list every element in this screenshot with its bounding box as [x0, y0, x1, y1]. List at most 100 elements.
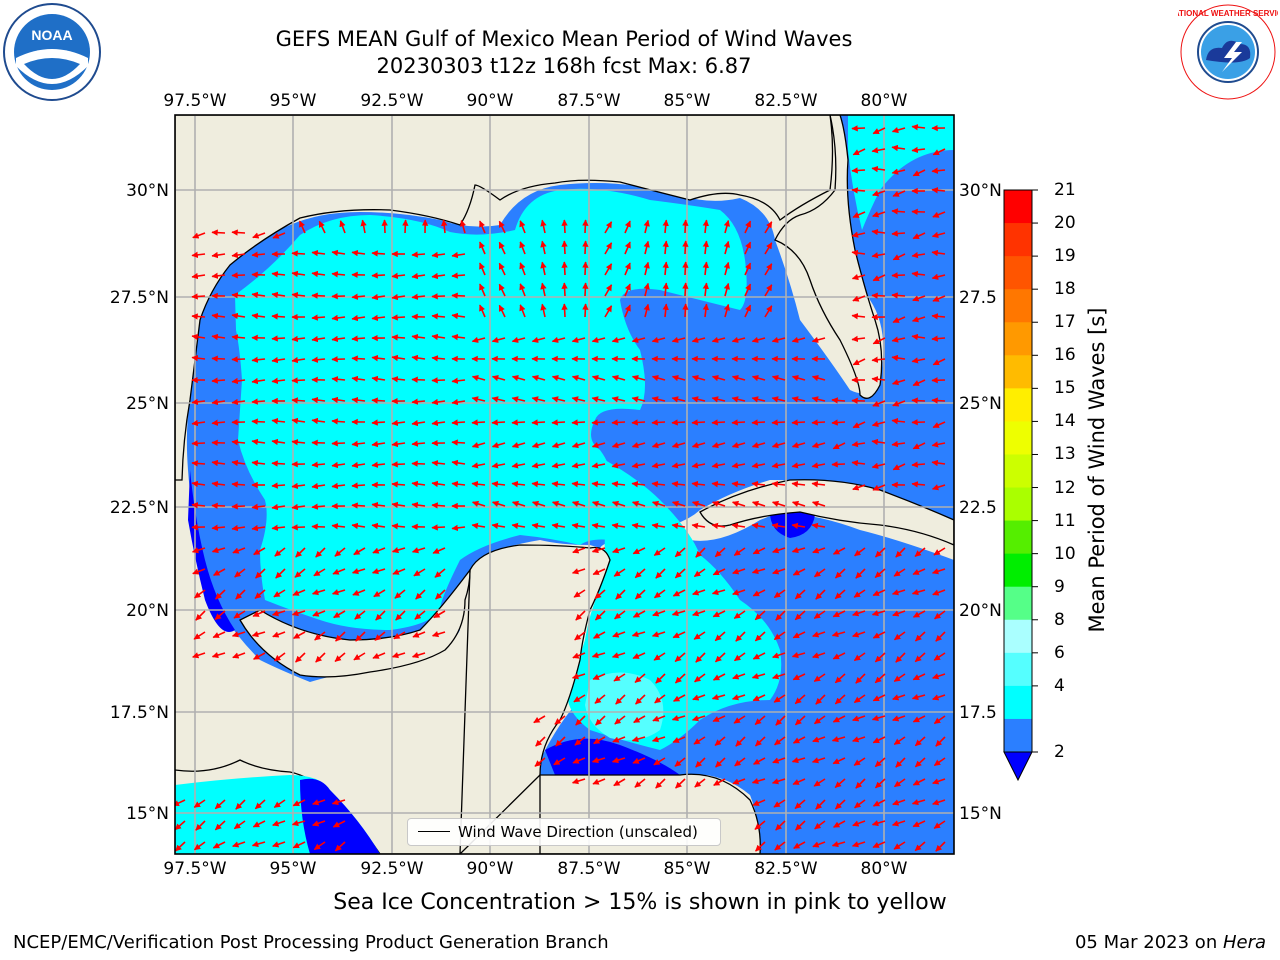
wind-wave-arrow: [651, 396, 666, 403]
wind-wave-arrow: [231, 356, 246, 363]
wind-wave-arrow: [771, 480, 786, 488]
wind-wave-arrow: [571, 500, 586, 507]
wind-wave-arrow: [654, 694, 666, 704]
wind-wave-arrow: [531, 522, 546, 530]
wind-wave-arrow: [773, 694, 786, 703]
wind-wave-arrow: [851, 187, 866, 194]
wind-wave-arrow: [852, 715, 866, 722]
wind-wave-arrow: [479, 262, 486, 276]
wind-wave-arrow: [612, 631, 626, 638]
wind-wave-arrow: [274, 652, 286, 662]
wind-wave-arrow: [251, 418, 266, 425]
wind-wave-arrow: [511, 500, 526, 507]
wind-wave-arrow: [431, 460, 446, 467]
wind-wave-arrow: [431, 333, 446, 341]
wind-wave-arrow: [751, 396, 766, 403]
wind-wave-arrow: [451, 480, 466, 488]
wind-wave-arrow: [632, 652, 646, 660]
wind-wave-arrow: [391, 334, 406, 341]
wind-wave-arrow: [231, 251, 246, 259]
wind-wave-arrow: [531, 462, 546, 469]
wind-wave-arrow: [312, 820, 326, 827]
wind-wave-arrow: [411, 460, 426, 467]
wind-wave-arrow: [498, 304, 506, 318]
wind-wave-arrow: [371, 314, 386, 322]
wind-wave-arrow: [571, 673, 586, 680]
wind-wave-arrow: [764, 284, 773, 297]
wind-wave-arrow: [771, 336, 786, 343]
wind-wave-arrow: [375, 610, 386, 621]
wind-wave-arrow: [893, 736, 906, 746]
colorbar-segment: [1004, 355, 1032, 389]
wind-wave-arrow: [662, 240, 669, 255]
wind-wave-arrow: [872, 589, 886, 597]
wind-wave-arrow: [744, 220, 752, 234]
wind-wave-arrow: [391, 652, 406, 659]
wind-wave-arrow: [292, 841, 306, 849]
wind-wave-arrow: [191, 333, 206, 341]
wind-wave-arrow: [271, 524, 286, 531]
wind-wave-arrow: [251, 459, 266, 467]
lon-label-bottom: 87.5°W: [557, 859, 620, 879]
wind-wave-arrow: [771, 778, 786, 785]
gridlines: [175, 115, 954, 854]
wind-wave-arrow: [582, 219, 589, 234]
wind-wave-arrow: [852, 148, 866, 156]
wind-wave-arrow: [215, 589, 226, 600]
wind-wave-arrow: [791, 651, 806, 659]
wind-wave-arrow: [551, 522, 566, 530]
wind-wave-arrow: [511, 336, 526, 343]
wind-wave-arrow: [744, 283, 752, 297]
wind-wave-arrow: [291, 503, 306, 511]
lat-label-right: 22.5: [959, 498, 997, 518]
wind-wave-arrow: [411, 547, 426, 554]
wind-wave-arrow: [651, 374, 666, 382]
wind-wave-arrow: [351, 522, 366, 530]
wind-wave-arrow: [833, 820, 846, 828]
wind-wave-arrow: [311, 396, 326, 404]
wind-wave-arrow: [371, 522, 386, 530]
wind-wave-arrow: [702, 261, 710, 276]
wind-wave-arrow: [771, 500, 786, 507]
wind-wave-arrow: [293, 631, 306, 640]
wind-wave-arrow: [754, 820, 766, 831]
wind-wave-arrow: [931, 231, 946, 238]
wind-wave-arrow: [211, 419, 226, 426]
wind-wave-arrow: [433, 610, 446, 619]
wind-wave-arrow: [191, 313, 206, 320]
wind-wave-arrow: [674, 568, 686, 579]
wind-wave-arrow: [511, 374, 526, 382]
colorbar-segment: [1004, 586, 1032, 621]
wind-wave-arrow: [871, 438, 886, 446]
wind-wave-arrow: [662, 219, 669, 234]
colorbar-tick-label: 18: [1054, 279, 1076, 300]
wind-wave-arrow: [391, 461, 406, 468]
wind-wave-arrow: [892, 253, 906, 261]
wind-wave-arrow: [911, 461, 926, 468]
wind-wave-arrow: [711, 500, 726, 507]
wind-wave-arrow: [351, 293, 366, 300]
wind-wave-arrow: [711, 441, 726, 449]
wind-wave-arrow: [775, 715, 786, 726]
wind-wave-arrow: [671, 336, 686, 343]
wind-wave-arrow: [792, 568, 806, 576]
wind-wave-arrow: [812, 736, 826, 743]
wind-wave-arrow: [682, 261, 689, 276]
wind-wave-arrow: [331, 249, 346, 257]
colorbar-segment: [1004, 619, 1032, 654]
wind-wave-arrow: [851, 167, 866, 174]
wind-wave-arrow: [711, 522, 726, 530]
wind-wave-arrow: [912, 673, 926, 681]
wind-wave-arrow: [813, 568, 826, 578]
wind-wave-arrow: [231, 481, 246, 488]
wind-wave-arrow: [631, 735, 646, 743]
wind-wave-arrow: [551, 374, 566, 382]
wind-wave-arrow: [471, 419, 486, 426]
wind-wave-arrow: [891, 440, 906, 448]
wind-wave-arrow: [604, 221, 613, 234]
footer-date: 05 Mar 2023 on Hera: [1075, 932, 1266, 953]
wind-wave-arrow: [771, 396, 786, 403]
wind-wave-arrow: [402, 219, 409, 234]
wind-wave-arrow: [815, 799, 826, 810]
wind-wave-arrow: [391, 354, 406, 362]
